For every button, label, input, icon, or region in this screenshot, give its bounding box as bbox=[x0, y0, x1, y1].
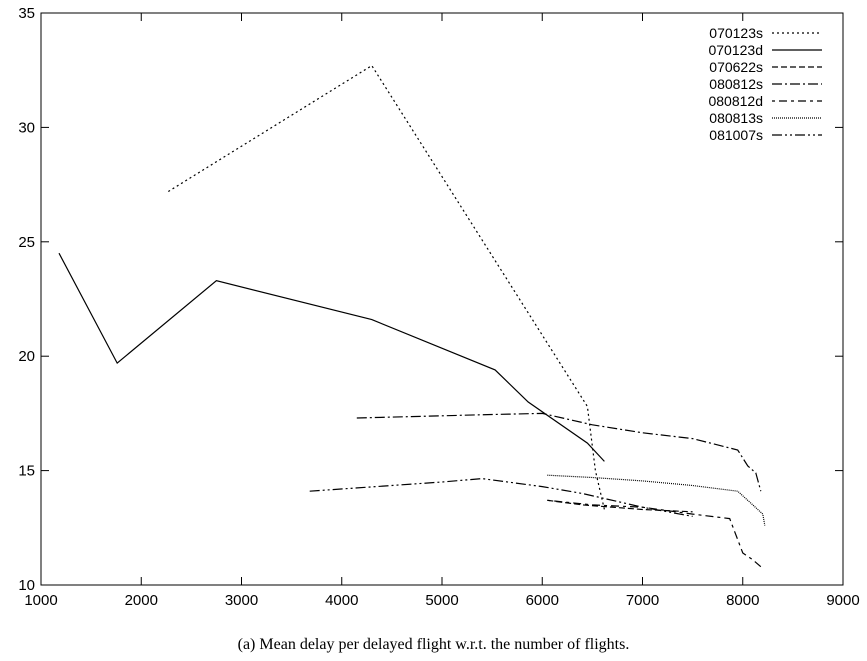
legend-label-080812s: 080812s bbox=[709, 76, 763, 92]
series-line-080812s bbox=[356, 412, 762, 492]
series-line-070123d bbox=[58, 252, 605, 462]
legend-label-070123s: 070123s bbox=[709, 25, 763, 41]
x-tick-label: 1000 bbox=[24, 592, 57, 609]
x-tick-label: 3000 bbox=[225, 592, 258, 609]
axis-ticks: 1000 2000 3000 4000 5000 6000 7000 8000 9000 10 15… bbox=[18, 5, 859, 609]
x-tick-label: 7000 bbox=[626, 592, 659, 609]
series-line-080812d bbox=[547, 499, 762, 568]
legend-label-080813s: 080813s bbox=[709, 110, 763, 126]
series-line-080813s bbox=[547, 474, 766, 526]
series-line-070123s bbox=[167, 64, 605, 510]
y-tick-label: 35 bbox=[18, 5, 35, 22]
y-tick-label: 20 bbox=[18, 348, 35, 365]
x-tick-label: 9000 bbox=[826, 592, 859, 609]
legend-label-081007s: 081007s bbox=[709, 127, 763, 143]
line-chart: 1000 2000 3000 4000 5000 6000 7000 8000 9000 10 15… bbox=[18, 5, 859, 609]
legend: 070123s070123d070622s080812s080812d08081… bbox=[708, 25, 822, 143]
y-tick-label: 30 bbox=[18, 119, 35, 136]
figure-caption: (a) Mean delay per delayed flight w.r.t.… bbox=[237, 636, 630, 653]
legend-label-080812d: 080812d bbox=[708, 93, 763, 109]
series-line-070622s bbox=[547, 499, 693, 513]
y-tick-label: 15 bbox=[18, 463, 35, 480]
x-tick-label: 6000 bbox=[526, 592, 559, 609]
y-tick-label: 10 bbox=[18, 577, 35, 594]
series-line-081007s bbox=[309, 477, 693, 517]
legend-label-070622s: 070622s bbox=[709, 59, 763, 75]
x-tick-label: 2000 bbox=[125, 592, 158, 609]
x-tick-label: 5000 bbox=[425, 592, 458, 609]
legend-label-070123d: 070123d bbox=[708, 42, 763, 58]
series-layer bbox=[58, 64, 766, 568]
x-tick-label: 8000 bbox=[726, 592, 759, 609]
y-tick-label: 25 bbox=[18, 234, 35, 251]
x-tick-label: 4000 bbox=[325, 592, 358, 609]
